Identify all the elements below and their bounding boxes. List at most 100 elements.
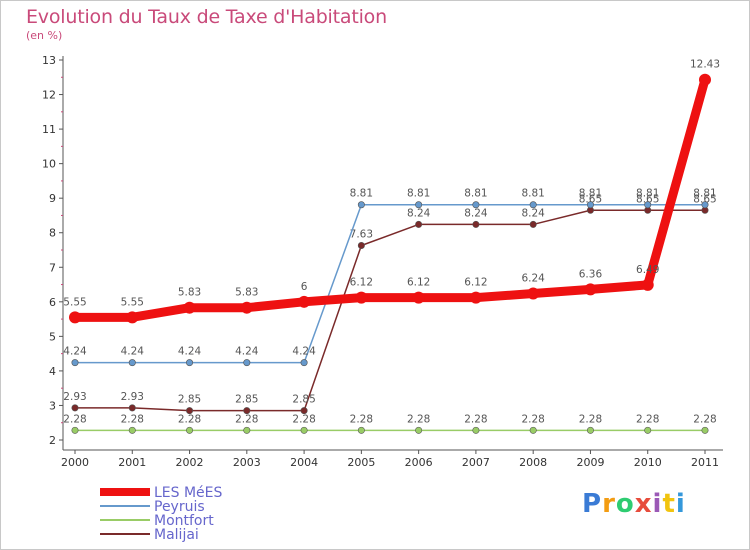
logo-letter: i <box>675 489 686 519</box>
unit-label: (en %) <box>26 29 63 42</box>
x-tick-label: 2005 <box>347 456 375 469</box>
y-tick-label: 9 <box>49 192 56 205</box>
data-point <box>527 287 540 300</box>
data-point <box>415 201 423 209</box>
data-point <box>243 407 251 415</box>
data-label: 2.28 <box>350 413 373 425</box>
data-label: 5.83 <box>235 287 258 299</box>
data-point <box>529 201 537 209</box>
x-tick-label: 2011 <box>691 456 719 469</box>
legend-label: Malijai <box>154 527 199 543</box>
logo-letter: t <box>662 489 676 519</box>
data-point <box>644 201 652 209</box>
data-point <box>186 407 194 415</box>
data-label: 2.28 <box>579 413 602 425</box>
data-label: 6.49 <box>636 264 659 276</box>
y-tick-label: 8 <box>49 227 56 240</box>
data-point <box>186 426 194 434</box>
data-point <box>243 426 251 434</box>
data-label: 2.28 <box>63 413 86 425</box>
y-tick-label: 2 <box>49 434 56 447</box>
data-label: 8.81 <box>521 188 544 200</box>
data-label: 8.81 <box>464 188 487 200</box>
data-point <box>472 220 480 228</box>
data-label: 6.12 <box>350 277 373 289</box>
y-tick-label: 3 <box>49 399 56 412</box>
data-point <box>529 220 537 228</box>
data-label: 2.28 <box>636 413 659 425</box>
data-point <box>71 359 79 367</box>
y-tick-label: 4 <box>49 365 56 378</box>
series-line-1 <box>75 203 705 364</box>
data-point <box>128 359 136 367</box>
data-point <box>357 242 365 250</box>
x-tick-label: 2007 <box>462 456 490 469</box>
data-label: 2.93 <box>121 391 144 403</box>
logo-letter: x <box>634 489 653 519</box>
data-label: 2.28 <box>178 413 201 425</box>
data-point <box>472 426 480 434</box>
data-point <box>300 359 308 367</box>
data-label: 2.85 <box>292 394 315 406</box>
logo-letter: r <box>602 489 616 519</box>
data-label: 5.55 <box>121 296 144 308</box>
data-label: 8.81 <box>350 188 373 200</box>
y-tick-label: 10 <box>42 158 56 171</box>
x-tick-label: 2001 <box>118 456 146 469</box>
data-label: 4.24 <box>235 346 259 358</box>
data-label: 2.28 <box>407 413 430 425</box>
series-line-0 <box>75 78 710 322</box>
data-point <box>357 426 365 434</box>
chart-title: Evolution du Taux de Taxe d'Habitation <box>26 6 387 28</box>
data-point <box>300 426 308 434</box>
x-tick-label: 2008 <box>519 456 547 469</box>
data-label: 6.12 <box>464 277 487 289</box>
x-tick-label: 2006 <box>405 456 433 469</box>
logo-letter: i <box>652 489 663 519</box>
data-label: 8.81 <box>407 188 430 200</box>
data-point <box>300 407 308 415</box>
data-label: 4.24 <box>63 346 87 358</box>
data-label: 8.24 <box>464 207 488 219</box>
data-label: 6.24 <box>521 273 545 285</box>
data-label: 2.28 <box>464 413 487 425</box>
data-point <box>128 426 136 434</box>
x-tick-label: 2000 <box>61 456 89 469</box>
data-point <box>412 291 425 304</box>
data-label: 2.85 <box>178 394 201 406</box>
data-point <box>472 201 480 209</box>
data-label: 8.24 <box>521 207 545 219</box>
data-label: 6.12 <box>407 277 430 289</box>
data-point <box>186 359 194 367</box>
data-label: 7.63 <box>350 229 373 241</box>
data-point <box>183 301 196 314</box>
data-label: 6 <box>301 281 308 293</box>
x-tick-label: 2004 <box>290 456 318 469</box>
data-point <box>71 404 79 412</box>
data-label: 5.83 <box>178 287 201 299</box>
legend-label: Peyruis <box>154 499 205 515</box>
y-tick-label: 6 <box>49 296 56 309</box>
data-point <box>529 426 537 434</box>
data-point <box>243 359 251 367</box>
data-point <box>128 404 136 412</box>
data-point <box>586 201 594 209</box>
y-tick-label: 5 <box>49 330 56 343</box>
data-label: 2.93 <box>63 391 86 403</box>
data-point <box>126 311 139 324</box>
data-point <box>699 73 711 86</box>
data-label: 8.81 <box>579 188 602 200</box>
y-tick-label: 11 <box>42 123 56 136</box>
data-point <box>584 283 597 296</box>
data-point <box>701 426 709 434</box>
data-point <box>240 301 253 314</box>
x-tick-label: 2002 <box>176 456 204 469</box>
data-point <box>586 426 594 434</box>
data-point <box>71 426 79 434</box>
data-label: 2.28 <box>235 413 258 425</box>
legend-label: Montfort <box>154 513 214 529</box>
data-label: 12.43 <box>690 59 720 71</box>
data-point <box>415 220 423 228</box>
